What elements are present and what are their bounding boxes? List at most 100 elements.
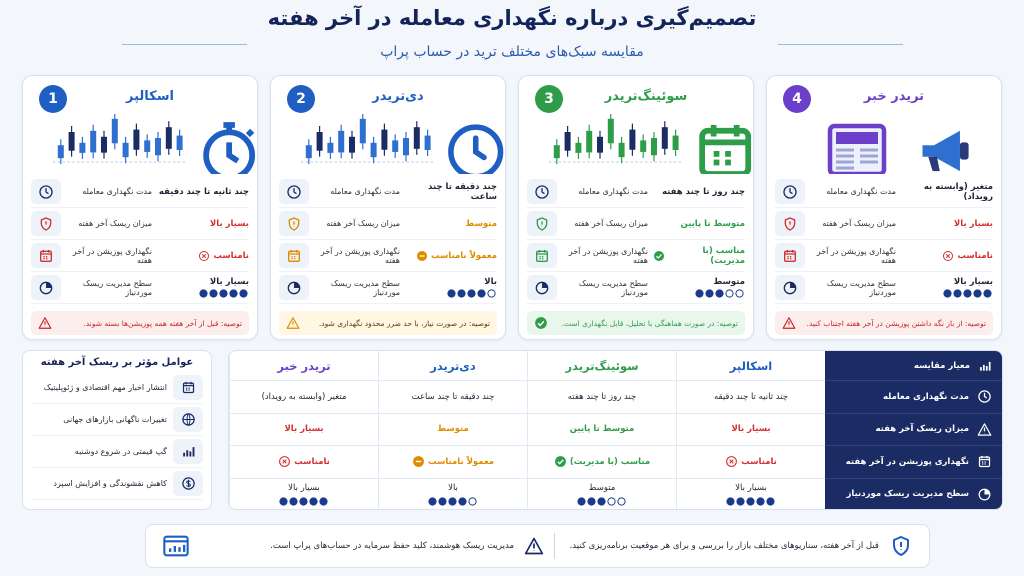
- row-header-text: میزان ریسک آخر هفته: [875, 424, 969, 435]
- card-row: چند روز تا چند هفته مدت نگهداری معامله: [527, 176, 745, 208]
- icon-g: [203, 122, 256, 182]
- row-icon: [775, 179, 805, 204]
- icon-rect: [618, 142, 625, 158]
- dot: [467, 289, 476, 298]
- row-label: سطح مدیریت ریسک موردنیاز: [82, 278, 152, 297]
- row-label: میزان ریسک آخر هفته: [78, 219, 152, 228]
- row-label: نگهداری پوزیشن در آخر هفته: [568, 246, 648, 265]
- icon-rect: [79, 142, 86, 153]
- rating-dots: [279, 497, 328, 506]
- factor-item: گپ قیمتی در شروع دوشنبه: [31, 436, 203, 468]
- value-text: معمولاً نامناسب: [430, 250, 497, 261]
- icon-path: [45, 187, 49, 194]
- icon: [782, 216, 798, 232]
- row-value: نامناسب: [157, 250, 249, 262]
- icon-path: [182, 447, 194, 457]
- cell-text: مناسب (با مدیریت): [569, 456, 651, 467]
- icon: [977, 422, 992, 437]
- row-value: چند دقیقه تا چند ساعت: [405, 182, 497, 202]
- icon-path: [536, 249, 548, 255]
- icon-path: [542, 281, 548, 288]
- icon: [782, 316, 796, 330]
- icon-path: [536, 216, 548, 231]
- icon: [286, 184, 302, 200]
- icon-rect: [90, 130, 97, 153]
- rating-dots: [726, 497, 775, 506]
- dot: [319, 497, 328, 506]
- dot: [953, 289, 962, 298]
- row-label: میزان ریسک آخر هفته: [822, 219, 896, 228]
- dot: [477, 289, 486, 298]
- card-row: نامناسب نگهداری پوزیشن در آخر هفته: [775, 240, 993, 272]
- icon: [977, 454, 992, 469]
- dot: [309, 497, 318, 506]
- icon-svg: [893, 535, 909, 557]
- rating-dots: [447, 289, 496, 298]
- recommendation-text: توصیه: از باز نگه داشتن پوزیشن در آخر هف…: [806, 318, 986, 328]
- row-label: مدت نگهداری معامله: [330, 187, 400, 196]
- dot: [617, 497, 626, 506]
- table-cell: بالا: [378, 478, 527, 509]
- row-icon: [31, 211, 61, 236]
- icon-path: [291, 255, 296, 259]
- card-rows: متغیر (وابسته به رویداد) مدت نگهداری معام…: [775, 176, 993, 304]
- rating-dots: [695, 289, 744, 298]
- table-cell: بسیار بالا: [229, 478, 378, 509]
- icon: [978, 359, 992, 373]
- dot: [219, 289, 228, 298]
- dot: [457, 289, 466, 298]
- icon-rect: [349, 136, 355, 153]
- card-number: 1: [39, 85, 67, 113]
- icon-circle: [535, 184, 549, 199]
- icon-svg: [784, 249, 796, 262]
- row-label: مدت نگهداری معامله: [826, 187, 896, 196]
- row-header-text: سطح مدیریت ریسک موردنیاز: [846, 489, 969, 500]
- cell-text: متوسط: [437, 424, 469, 435]
- row-label: مدت نگهداری معامله: [578, 187, 648, 196]
- icon-circle: [181, 477, 195, 490]
- value-line: متوسط: [713, 277, 745, 287]
- table-cell: متوسط: [378, 413, 527, 446]
- dot: [577, 497, 586, 506]
- icon-rect: [381, 129, 388, 150]
- icon-path: [980, 361, 991, 371]
- value-text: چند دقیقه تا چند ساعت: [428, 181, 497, 202]
- cell-line: بسیار بالا: [284, 424, 323, 434]
- card-title: اسکالپر: [126, 89, 174, 104]
- value-line: چند روز تا چند هفته: [662, 187, 745, 197]
- icon-rect: [163, 535, 189, 557]
- icon-svg: [301, 112, 504, 180]
- row-value: مناسب (با مدیریت): [653, 246, 745, 266]
- cell-line: متوسط: [437, 424, 469, 434]
- row-value: معمولاً نامناسب: [405, 250, 497, 262]
- card-title: سوئینگ‌تریدر: [604, 89, 688, 104]
- icon-path: [294, 281, 300, 288]
- value-line: چند ثانیه تا چند دقیقه: [159, 187, 249, 197]
- icon-svg: [977, 423, 992, 436]
- icon-rect: [359, 118, 366, 144]
- cell-line: بالا: [448, 483, 458, 493]
- card-number: 2: [287, 85, 315, 113]
- row-label: سطح مدیریت ریسک موردنیاز: [330, 278, 400, 297]
- card-row: بسیار بالا سطح مدیریت ریسک موردنیاز: [775, 272, 993, 304]
- icon-rect: [144, 140, 151, 152]
- icon-rect: [672, 135, 679, 150]
- icon-svg: [524, 537, 544, 555]
- icon-rect: [338, 130, 345, 153]
- icon: [889, 534, 913, 558]
- card-row: بسیار بالا میزان ریسک آخر هفته: [31, 208, 249, 240]
- icon-svg: [288, 249, 300, 262]
- icon: [782, 184, 798, 200]
- dot: [983, 289, 992, 298]
- row-header-text: مدت نگهداری معامله: [882, 391, 969, 402]
- icon: [534, 184, 550, 200]
- icon-rect: [40, 250, 52, 262]
- icon-svg: [287, 281, 301, 294]
- cell-line: چند ثانیه تا چند دقیقه: [714, 392, 788, 402]
- icon: [653, 250, 665, 262]
- cell-line: بسیار بالا: [288, 483, 320, 493]
- value-line: متوسط: [465, 219, 497, 229]
- card-row: نامناسب نگهداری پوزیشن در آخر هفته: [31, 240, 249, 272]
- cell-line: متوسط تا پایین: [570, 424, 635, 434]
- icon-svg: [726, 456, 738, 468]
